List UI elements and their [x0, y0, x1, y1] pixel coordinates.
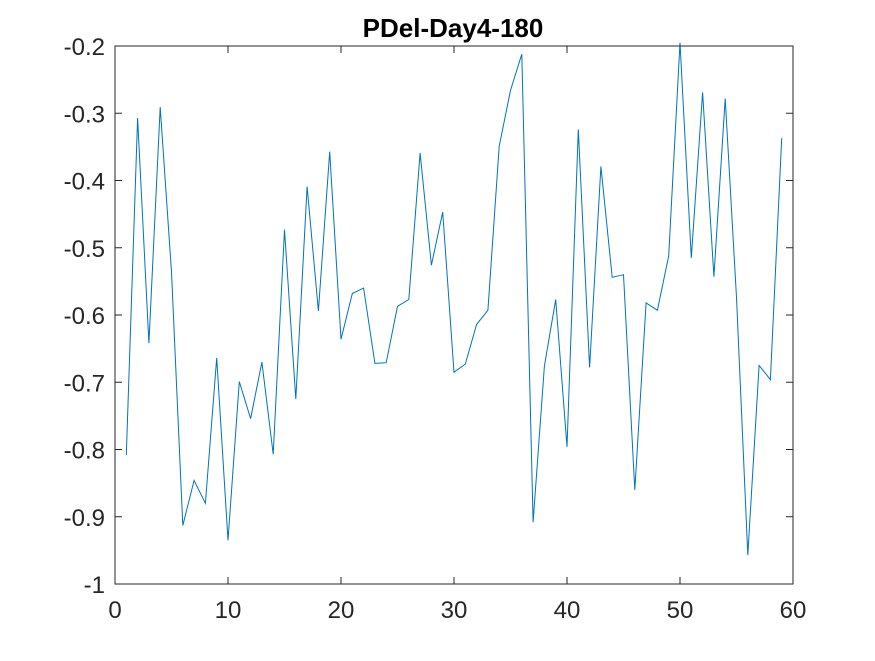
chart-title: PDel-Day4-180 — [363, 13, 544, 43]
x-tick-label: 40 — [554, 597, 581, 624]
x-tick-label: 20 — [328, 597, 355, 624]
y-tick-label: -0.5 — [64, 236, 105, 263]
x-tick-label: 10 — [215, 597, 242, 624]
axis-ticks: 0 10 20 30 40 50 60 -1 -0.9 -0.8 -0.7 -0.6 -0.5 -0.4 -… — [64, 34, 807, 624]
y-tick-label: -0.6 — [64, 303, 105, 330]
axes-box — [114, 45, 794, 585]
y-tick-label: -0.3 — [64, 101, 105, 128]
y-tick-label: -0.4 — [64, 169, 105, 196]
y-tick-label: -0.2 — [64, 34, 105, 61]
series-line — [125, 42, 783, 556]
y-tick-label: -0.7 — [64, 370, 105, 397]
x-tick-label: 0 — [108, 597, 121, 624]
x-tick-label: 50 — [667, 597, 694, 624]
x-tick-label: 30 — [441, 597, 468, 624]
y-tick-label: -1 — [84, 572, 105, 599]
y-tick-label: -0.8 — [64, 438, 105, 465]
plot-area — [125, 42, 783, 556]
x-tick-label: 60 — [780, 597, 807, 624]
y-tick-label: -0.9 — [64, 505, 105, 532]
